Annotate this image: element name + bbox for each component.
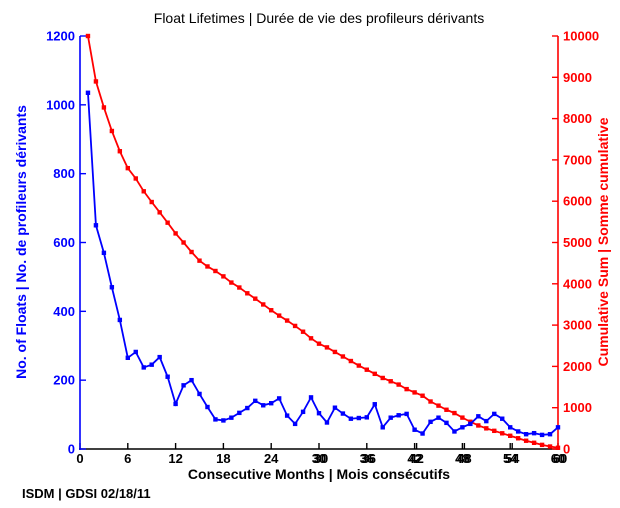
svg-text:1000: 1000 (563, 400, 592, 415)
svg-text:2000: 2000 (563, 359, 592, 374)
x-axis-label: Consecutive Months | Mois consécutifs (187, 466, 451, 482)
svg-text:42: 42 (409, 451, 423, 466)
svg-text:60: 60 (553, 451, 567, 466)
svg-text:8000: 8000 (563, 111, 592, 126)
svg-text:36: 36 (360, 451, 374, 466)
svg-text:5000: 5000 (563, 235, 592, 250)
right-axis-label: Cumulative Sum | Somme cumulative (595, 117, 611, 367)
svg-text:10000: 10000 (563, 29, 599, 44)
svg-text:24: 24 (264, 451, 279, 466)
svg-text:30: 30 (312, 451, 326, 466)
svg-text:60: 60 (551, 451, 565, 466)
svg-text:6000: 6000 (563, 194, 592, 209)
svg-text:0: 0 (563, 442, 570, 457)
footer-note: ISDM | GDSI 02/18/11 (22, 486, 151, 501)
svg-text:42: 42 (407, 451, 421, 466)
svg-text:3000: 3000 (563, 318, 592, 333)
svg-text:0: 0 (76, 451, 83, 466)
svg-text:12: 12 (168, 451, 182, 466)
left-axis-label: No. of Floats | No. de profileurs dériva… (13, 105, 29, 379)
svg-text:600: 600 (53, 235, 75, 250)
svg-text:400: 400 (53, 304, 75, 319)
svg-text:18: 18 (216, 451, 230, 466)
svg-text:54: 54 (505, 451, 520, 466)
svg-text:4000: 4000 (563, 276, 592, 291)
svg-text:1200: 1200 (46, 29, 75, 44)
svg-text:1000: 1000 (46, 97, 75, 112)
svg-text:9000: 9000 (563, 70, 592, 85)
svg-text:6: 6 (124, 451, 131, 466)
svg-text:30: 30 (314, 451, 328, 466)
svg-text:36: 36 (362, 451, 376, 466)
svg-text:200: 200 (53, 373, 75, 388)
svg-text:0: 0 (68, 442, 75, 457)
svg-text:48: 48 (457, 451, 471, 466)
svg-text:800: 800 (53, 166, 75, 181)
svg-text:48: 48 (455, 451, 469, 466)
chart-title: Float Lifetimes | Durée de vie des profi… (153, 10, 485, 26)
svg-text:7000: 7000 (563, 152, 592, 167)
svg-text:54: 54 (503, 451, 518, 466)
